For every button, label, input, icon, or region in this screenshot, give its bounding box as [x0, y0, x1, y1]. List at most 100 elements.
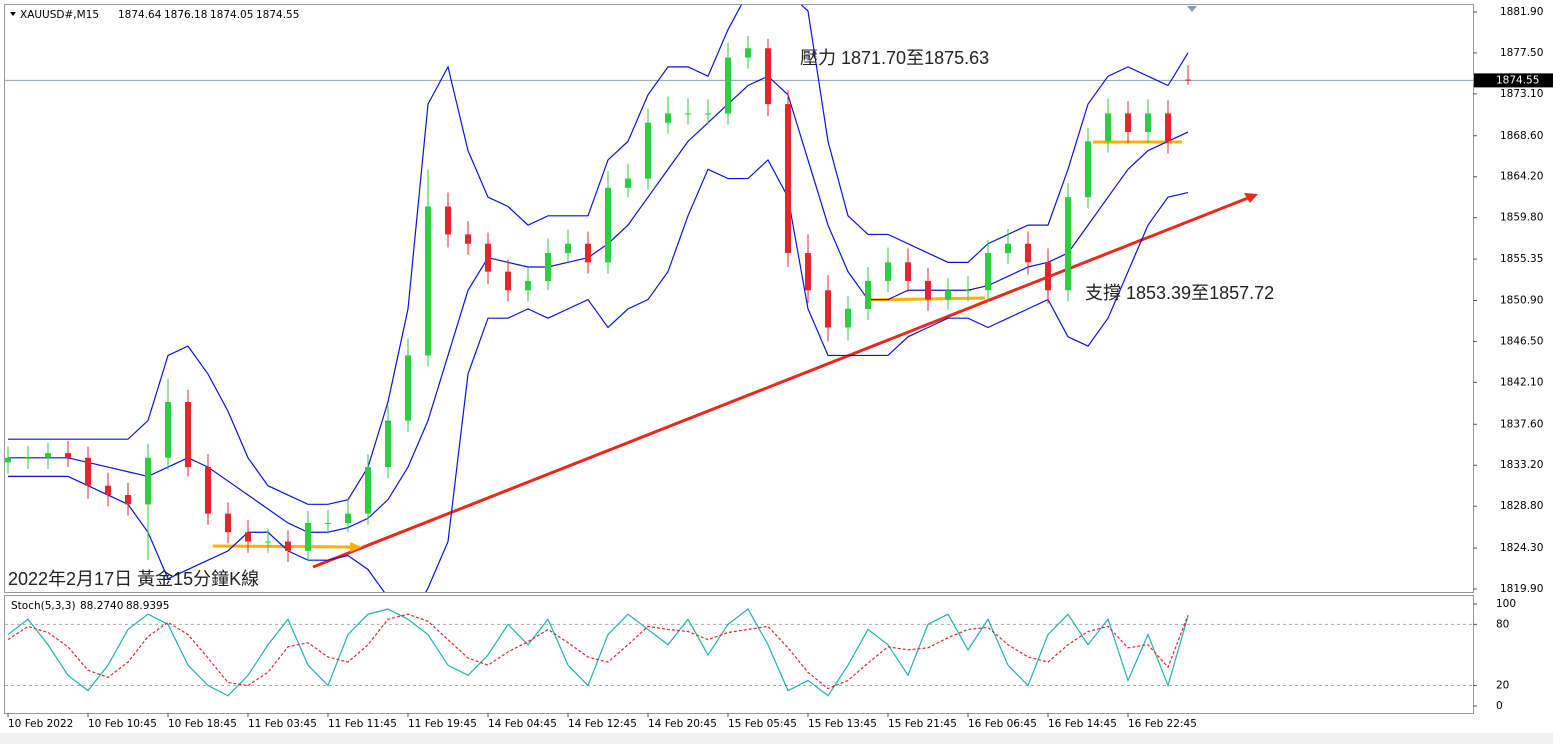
candle-body: [605, 187, 611, 263]
y-tick-label: 1833.20: [1500, 459, 1543, 471]
x-tick-label: 15 Feb 21:45: [888, 718, 957, 730]
y-tick-label: 1868.60: [1500, 130, 1543, 142]
x-tick-label: 14 Feb 04:45: [488, 718, 557, 730]
candle-body: [405, 355, 411, 421]
candle-body: [725, 57, 731, 114]
candle-body: [145, 457, 151, 505]
candle-body: [45, 453, 51, 458]
header-value: 1874.64: [118, 9, 162, 21]
annotation: 支撐 1853.39至1857.72: [1085, 283, 1274, 303]
symbol: XAUUSD#,M15: [20, 9, 99, 21]
bollinger-band: [8, 158, 1189, 592]
y-tick-label: 1824.30: [1500, 542, 1543, 554]
stoch-value: 88.2740: [80, 600, 123, 612]
candle-body: [385, 420, 391, 468]
candle-body: [1125, 113, 1131, 133]
shift-marker: [1187, 6, 1197, 12]
trend-arrowhead: [1244, 193, 1258, 203]
candle-body: [305, 522, 311, 551]
candle-body: [425, 206, 431, 356]
candle-body: [65, 453, 71, 458]
candle-body: [1085, 141, 1091, 198]
candle-body: [1065, 197, 1071, 291]
y-tick-label: 20: [1496, 680, 1509, 692]
y-tick-label: 1850.90: [1500, 295, 1543, 307]
candle-body: [945, 290, 951, 300]
candle-body: [805, 253, 811, 291]
x-tick-label: 14 Feb 20:45: [648, 718, 717, 730]
x-tick-label: 15 Feb 05:45: [728, 718, 797, 730]
candle-body: [125, 495, 131, 505]
y-tick-label: 1877.50: [1500, 47, 1543, 59]
candle-body: [685, 113, 691, 115]
y-tick-label: 1873.10: [1500, 88, 1543, 100]
y-tick-label: 100: [1496, 598, 1516, 610]
bollinger-band: [8, 75, 1189, 533]
y-tick-label: 1859.80: [1500, 212, 1543, 224]
stoch-line: [7, 613, 1189, 690]
y-tick-label: 1846.50: [1500, 335, 1543, 347]
header-values: 1874.64 1876.18 1874.05 1874.55: [118, 9, 299, 21]
candle-body: [465, 234, 471, 244]
x-tick-label: 14 Feb 12:45: [568, 718, 637, 730]
y-tick-label: 1881.90: [1500, 6, 1543, 18]
x-tick-label: 16 Feb 06:45: [968, 718, 1037, 730]
candle-body: [865, 280, 871, 309]
candle-body: [185, 401, 191, 468]
header-value: 1874.05: [210, 9, 253, 21]
candle-body: [265, 541, 271, 543]
candle-body: [545, 253, 551, 281]
status-strip: [0, 733, 1553, 744]
candle-body: [585, 243, 591, 263]
candle-body: [325, 522, 331, 524]
y-tick-label: 1828.80: [1500, 500, 1543, 512]
candle-body: [1005, 243, 1011, 254]
candle-body: [845, 308, 851, 328]
annotation: 2022年2月17日 黃金15分鐘K線: [8, 569, 259, 589]
candle-body: [885, 262, 891, 281]
main-panel: [4, 4, 1474, 593]
candle-body: [165, 401, 171, 458]
stoch-plot: [5, 608, 1473, 697]
x-tick-label: 15 Feb 13:45: [808, 718, 877, 730]
candle-body: [765, 48, 771, 105]
annotation: 壓力 1871.70至1875.63: [800, 48, 989, 68]
y-tick-label: 80: [1496, 618, 1509, 630]
candle-body: [745, 48, 751, 58]
candle-body: [1105, 113, 1111, 142]
candle-body: [625, 178, 631, 188]
candle-body: [925, 280, 931, 300]
candle-body: [445, 206, 451, 235]
stoch-value: 88.9395: [126, 600, 169, 612]
candle-body: [1145, 113, 1151, 133]
candle-body: [25, 457, 31, 459]
candle-body: [505, 271, 511, 291]
candle-body: [905, 262, 911, 281]
candle-body: [105, 485, 111, 496]
y-tick-label: 0: [1496, 700, 1503, 712]
axes: 1881.90 1877.50 1873.10 1868.60 1864.20 1859.…: [7, 6, 1553, 730]
trendline: [312, 196, 1249, 569]
candle-body: [825, 290, 831, 328]
y-tick-label: 1864.20: [1500, 171, 1543, 183]
candle-body: [345, 513, 351, 523]
x-tick-label: 10 Feb 18:45: [168, 718, 237, 730]
candle-body: [705, 113, 711, 115]
x-tick-label: 10 Feb 2022: [8, 718, 73, 730]
x-tick-label: 10 Feb 10:45: [88, 718, 157, 730]
header-value: 1874.55: [256, 9, 299, 21]
candle-body: [205, 467, 211, 514]
candle-body: [665, 113, 671, 123]
y-tick-label: 1842.10: [1500, 376, 1543, 388]
x-tick-label: 11 Feb 03:45: [248, 718, 317, 730]
candle-body: [245, 532, 251, 542]
x-tick-label: 16 Feb 22:45: [1128, 718, 1197, 730]
candle-body: [365, 467, 371, 514]
candle-body: [1045, 262, 1051, 291]
candle-body: [1025, 243, 1031, 263]
candle-body: [285, 541, 291, 551]
main-plot: [5, 5, 1473, 592]
header-arrow: [10, 12, 16, 16]
